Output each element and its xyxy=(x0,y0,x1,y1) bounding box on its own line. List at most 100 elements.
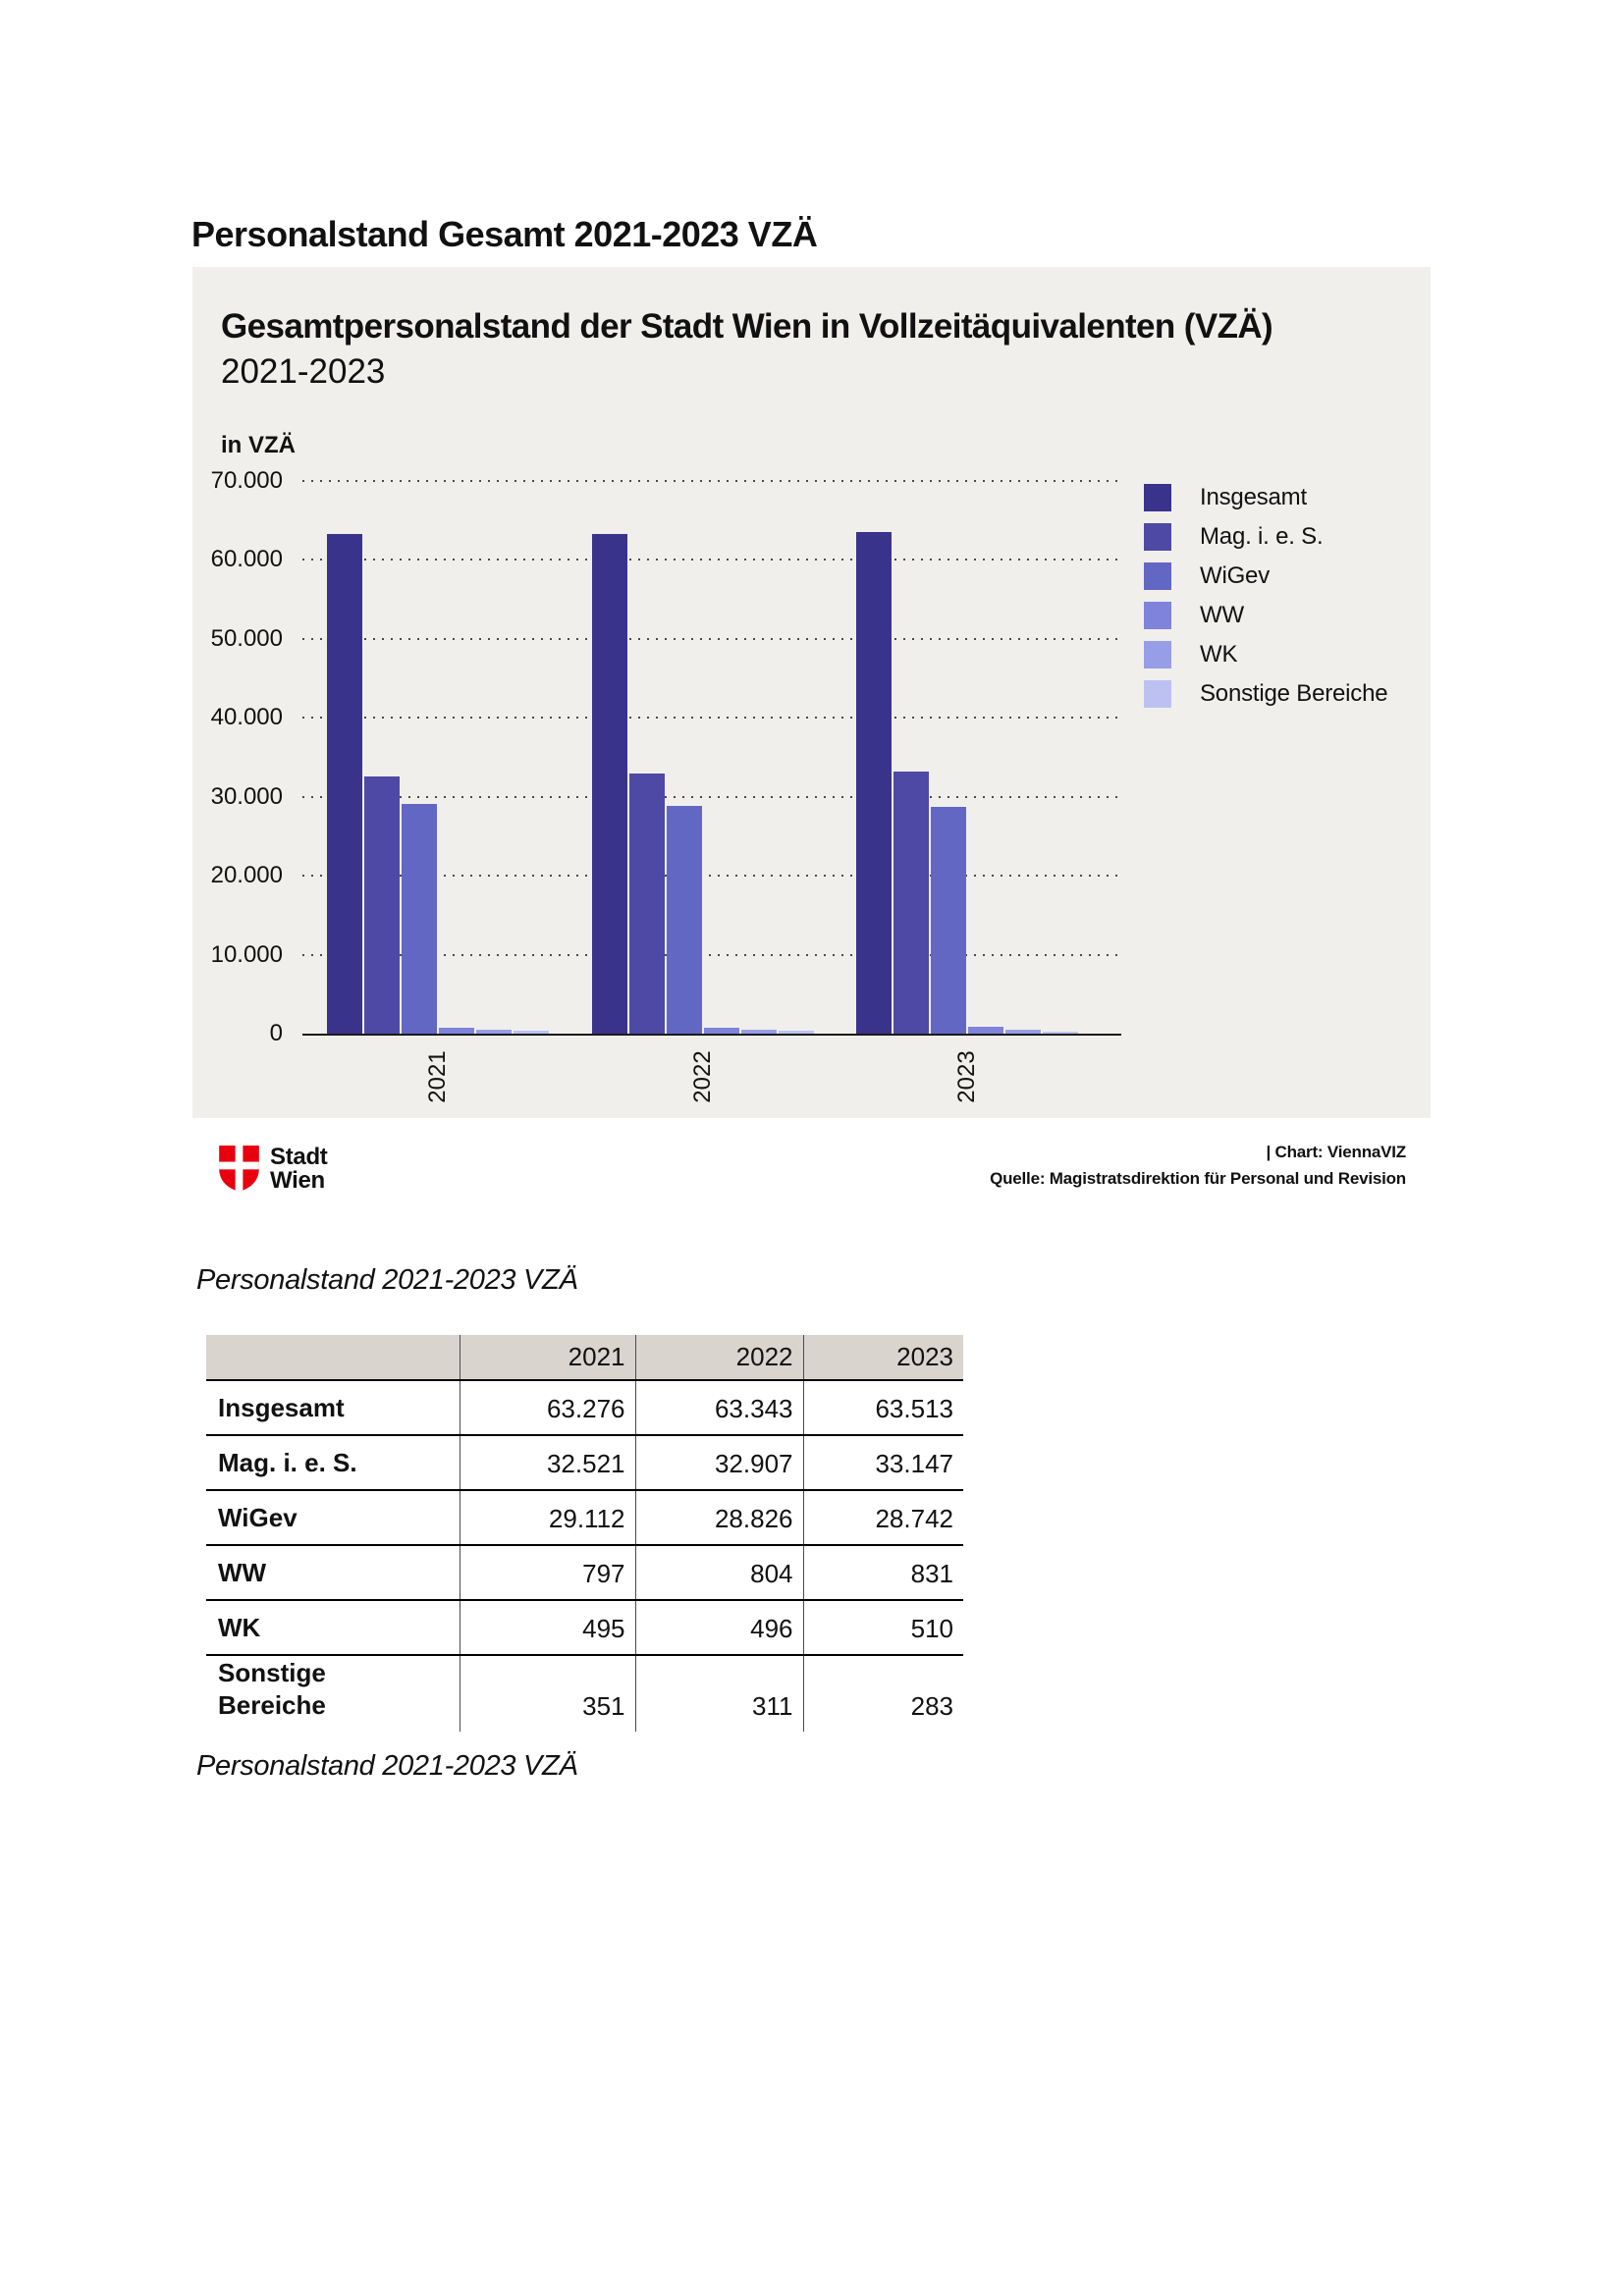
bar-insgesamt-2021 xyxy=(327,534,362,1034)
bar-mag-i-e-s-2023 xyxy=(893,772,929,1034)
chart-credit: | Chart: ViennaVIZ xyxy=(1266,1143,1406,1161)
legend-swatch xyxy=(1144,523,1171,551)
cell-value: 32.907 xyxy=(634,1435,803,1491)
legend-swatch xyxy=(1144,641,1171,668)
table-caption-top: Personalstand 2021-2023 VZÄ xyxy=(196,1264,578,1296)
logo-line-1: Stadt xyxy=(270,1144,328,1170)
personnel-table: 2021 2022 2023 Insgesamt 63.276 63.343 63.513… xyxy=(206,1335,963,1732)
cell-value: 495 xyxy=(459,1600,635,1656)
bar-wigev-2022 xyxy=(666,806,702,1034)
chart-panel: Gesamtpersonalstand der Stadt Wien in Vo… xyxy=(192,267,1431,1118)
row-label: WK xyxy=(206,1600,460,1656)
cell-value: 510 xyxy=(802,1600,963,1656)
cell-value: 63.276 xyxy=(459,1380,635,1436)
cell-value: 311 xyxy=(634,1655,803,1732)
table-body: Insgesamt 63.276 63.343 63.513 Mag. i. e. S.… xyxy=(206,1380,963,1732)
gridline xyxy=(302,480,1121,482)
cell-value: 29.112 xyxy=(459,1490,635,1546)
row-label: Sonstige Bereiche xyxy=(218,1658,326,1720)
table-row: Mag. i. e. S. 32.521 32.907 33.147 xyxy=(206,1435,963,1491)
x-axis-line xyxy=(302,1034,1121,1036)
legend-item: Sonstige Bereiche xyxy=(1144,680,1388,708)
x-axis-tick-label: 2023 xyxy=(953,1050,980,1103)
table-row: WiGev 29.112 28.826 28.742 xyxy=(206,1490,963,1546)
y-axis-tick-label: 20.000 xyxy=(210,862,283,889)
page-title: Personalstand Gesamt 2021-2023 VZÄ xyxy=(191,214,818,254)
y-axis-tick-label: 40.000 xyxy=(210,704,283,731)
legend-item: WW xyxy=(1144,602,1387,629)
bar-wigev-2023 xyxy=(931,806,966,1034)
x-axis-tick-label: 2022 xyxy=(688,1050,716,1103)
table-header-year: 2022 xyxy=(634,1335,803,1381)
gridline xyxy=(302,875,1121,878)
y-axis-tick-label: 60.000 xyxy=(210,546,283,573)
gridline xyxy=(302,637,1121,640)
bar-wk-2023 xyxy=(1005,1029,1041,1034)
legend-label: WW xyxy=(1200,602,1244,628)
cell-value: 63.513 xyxy=(802,1380,963,1436)
row-label: WW xyxy=(206,1545,460,1601)
wien-shield-icon xyxy=(219,1146,259,1192)
legend-item: WK xyxy=(1144,641,1387,668)
legend-swatch xyxy=(1144,484,1171,511)
bar-mag-i-e-s-2021 xyxy=(364,776,400,1034)
y-axis-tick-label: 70.000 xyxy=(210,467,283,494)
gridline xyxy=(302,717,1121,720)
chart-source: Quelle: Magistratsdirektion für Personal… xyxy=(990,1169,1406,1188)
row-label: WiGev xyxy=(206,1490,460,1546)
bar-insgesamt-2022 xyxy=(591,533,627,1034)
cell-value: 28.826 xyxy=(634,1490,803,1546)
legend-swatch xyxy=(1144,602,1171,629)
bar-wk-2021 xyxy=(476,1030,512,1034)
y-axis-tick-label: 50.000 xyxy=(210,624,283,652)
logo-line-2: Wien xyxy=(270,1167,325,1194)
bar-sonstige-bereiche-2022 xyxy=(778,1031,814,1034)
legend-item: Insgesamt xyxy=(1144,484,1387,511)
chart-credit-block: | Chart: ViennaVIZ Quelle: Magistratsdir… xyxy=(990,1139,1406,1192)
bar-sonstige-bereiche-2023 xyxy=(1043,1031,1078,1034)
chart-subtitle: 2021-2023 xyxy=(221,352,386,391)
bar-wk-2022 xyxy=(740,1030,777,1034)
legend-label: Sonstige Bereiche xyxy=(1200,680,1388,707)
cell-value: 831 xyxy=(802,1545,963,1601)
gridline xyxy=(302,559,1121,561)
bar-insgesamt-2023 xyxy=(856,532,892,1034)
chart-title: Gesamtpersonalstand der Stadt Wien in Vo… xyxy=(221,307,1273,346)
table-header-row: 2021 2022 2023 xyxy=(206,1335,963,1381)
y-axis-unit-label: in VZÄ xyxy=(221,432,296,458)
cell-value: 283 xyxy=(802,1655,963,1732)
table-row: WW 797 804 831 xyxy=(206,1545,963,1601)
y-axis-tick-label: 30.000 xyxy=(210,782,283,810)
table-row: Insgesamt 63.276 63.343 63.513 xyxy=(206,1380,963,1436)
legend-item: WiGev xyxy=(1144,562,1387,590)
cell-value: 804 xyxy=(634,1545,803,1601)
legend-label: WiGev xyxy=(1200,562,1271,589)
table-header-year: 2023 xyxy=(802,1335,963,1381)
cell-value: 63.343 xyxy=(634,1380,803,1436)
legend-item: Mag. i. e. S. xyxy=(1144,523,1387,551)
cell-value: 28.742 xyxy=(802,1490,963,1546)
cell-value: 351 xyxy=(459,1655,635,1732)
stadt-wien-logo: Stadt Wien xyxy=(219,1146,328,1193)
x-axis-tick-label: 2021 xyxy=(424,1050,451,1103)
gridline xyxy=(302,953,1121,956)
row-label: Mag. i. e. S. xyxy=(206,1435,460,1491)
bar-mag-i-e-s-2022 xyxy=(628,774,665,1034)
row-label: Insgesamt xyxy=(206,1380,460,1436)
cell-value: 32.521 xyxy=(459,1435,635,1491)
bar-ww-2022 xyxy=(703,1027,739,1034)
legend-label: Mag. i. e. S. xyxy=(1200,523,1324,550)
table-header-empty xyxy=(206,1335,460,1381)
table-row: Sonstige Bereiche 351 311 283 xyxy=(206,1655,963,1732)
legend-swatch xyxy=(1144,680,1171,708)
legend-label: WK xyxy=(1200,641,1238,667)
table-row: WK 495 496 510 xyxy=(206,1600,963,1656)
y-axis-tick-label: 10.000 xyxy=(210,940,283,968)
bar-wigev-2021 xyxy=(402,803,437,1034)
cell-value: 33.147 xyxy=(802,1435,963,1491)
legend-label: Insgesamt xyxy=(1200,484,1307,510)
chart-legend: Insgesamt Mag. i. e. S. WiGev WW WK Sonstige … xyxy=(1144,484,1388,720)
bar-sonstige-bereiche-2021 xyxy=(514,1031,549,1034)
table-caption-bottom: Personalstand 2021-2023 VZÄ xyxy=(196,1750,578,1782)
